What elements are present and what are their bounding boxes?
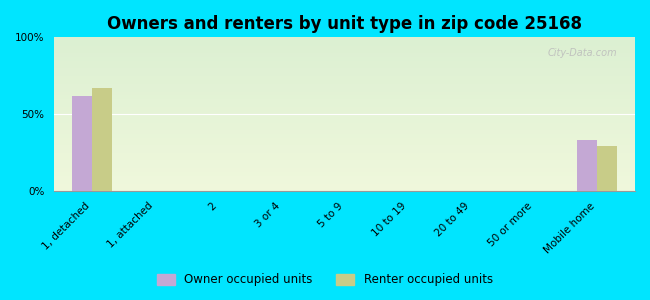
Bar — [72, 96, 92, 191]
Title: Owners and renters by unit type in zip code 25168: Owners and renters by unit type in zip c… — [107, 15, 582, 33]
Legend: Owner occupied units, Renter occupied units: Owner occupied units, Renter occupied un… — [153, 269, 497, 291]
Text: City-Data.com: City-Data.com — [548, 48, 617, 58]
Bar — [597, 146, 618, 191]
Bar — [92, 88, 112, 191]
Bar — [577, 140, 597, 191]
